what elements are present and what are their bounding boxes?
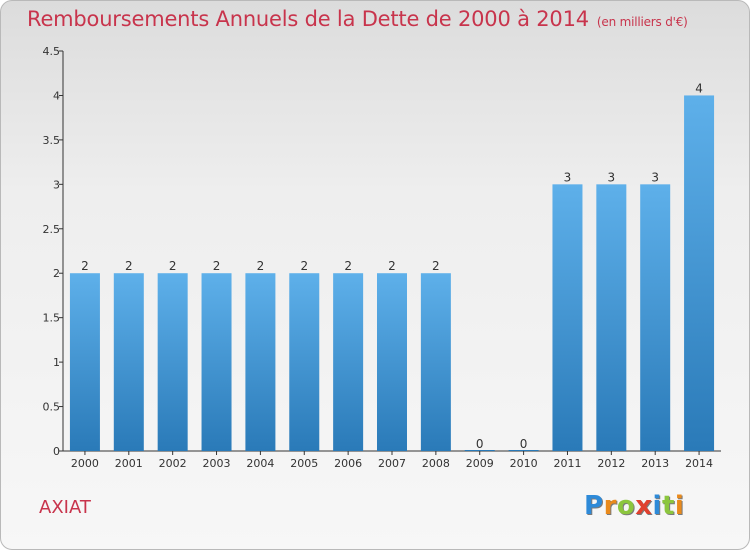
x-tick-label: 2011 <box>553 457 581 470</box>
data-label: 3 <box>564 170 572 184</box>
bar <box>420 273 451 451</box>
data-label: 2 <box>125 259 133 273</box>
logo-letter: P <box>584 491 604 521</box>
x-tick-label: 2005 <box>290 457 318 470</box>
data-label: 2 <box>169 259 177 273</box>
logo-letter: r <box>603 491 617 521</box>
bar <box>377 273 407 451</box>
x-tick-label: 2009 <box>466 457 494 470</box>
y-tick-label: 3 <box>53 178 60 191</box>
data-label: 3 <box>608 170 616 184</box>
bar <box>596 184 627 452</box>
y-tick-label: 0 <box>53 445 60 458</box>
x-tick-label: 2000 <box>71 457 99 470</box>
y-tick-label: 1.5 <box>43 312 61 325</box>
bar <box>113 273 144 451</box>
y-tick-label: 0.5 <box>43 401 61 414</box>
logo-letter: t <box>661 491 675 521</box>
x-tick-label: 2002 <box>159 457 187 470</box>
x-tick-label: 2013 <box>641 457 669 470</box>
data-label: 2 <box>432 259 440 273</box>
x-tick-label: 2006 <box>334 457 362 470</box>
data-label: 4 <box>695 81 703 95</box>
y-tick-label: 4 <box>53 89 60 102</box>
y-tick-label: 2 <box>53 267 60 280</box>
bar <box>333 273 364 451</box>
bar <box>245 273 276 451</box>
y-tick-label: 1 <box>53 356 60 369</box>
data-label: 2 <box>344 259 352 273</box>
data-label: 3 <box>651 170 659 184</box>
bar <box>508 450 539 451</box>
bar <box>201 273 232 451</box>
x-tick-label: 2004 <box>246 457 274 470</box>
proxiti-logo: Proxiti <box>584 491 684 521</box>
commune-name: AXIAT <box>39 497 91 518</box>
x-tick-label: 2001 <box>115 457 143 470</box>
bar <box>684 95 715 451</box>
x-tick-label: 2007 <box>378 457 406 470</box>
logo-letter: o <box>616 491 636 521</box>
chart-subtitle: (en milliers d'€) <box>596 15 688 29</box>
x-tick-label: 2012 <box>597 457 625 470</box>
logo-letter: x <box>635 491 653 521</box>
bar <box>552 184 583 452</box>
x-tick-label: 2010 <box>510 457 538 470</box>
data-label: 2 <box>257 259 265 273</box>
y-tick-label: 4.5 <box>43 45 61 58</box>
data-label: 2 <box>300 259 308 273</box>
data-label: 0 <box>520 437 528 451</box>
bar <box>464 450 495 451</box>
data-label: 0 <box>476 437 484 451</box>
logo-letter: i <box>652 491 662 521</box>
y-tick-label: 3.5 <box>43 134 61 147</box>
bar <box>289 273 320 451</box>
chart-title-text: Remboursements Annuels de la Dette de 20… <box>27 7 589 31</box>
x-tick-label: 2003 <box>203 457 231 470</box>
data-label: 2 <box>213 259 221 273</box>
x-tick-label: 2008 <box>422 457 450 470</box>
logo-letter: i <box>674 491 685 521</box>
data-label: 2 <box>388 259 396 273</box>
y-tick-label: 2.5 <box>43 223 61 236</box>
bar <box>157 273 188 451</box>
chart-title: Remboursements Annuels de la Dette de 20… <box>27 7 688 31</box>
bar <box>640 184 671 452</box>
bar <box>69 273 100 451</box>
data-label: 2 <box>81 259 89 273</box>
x-tick-label: 2014 <box>685 457 713 470</box>
